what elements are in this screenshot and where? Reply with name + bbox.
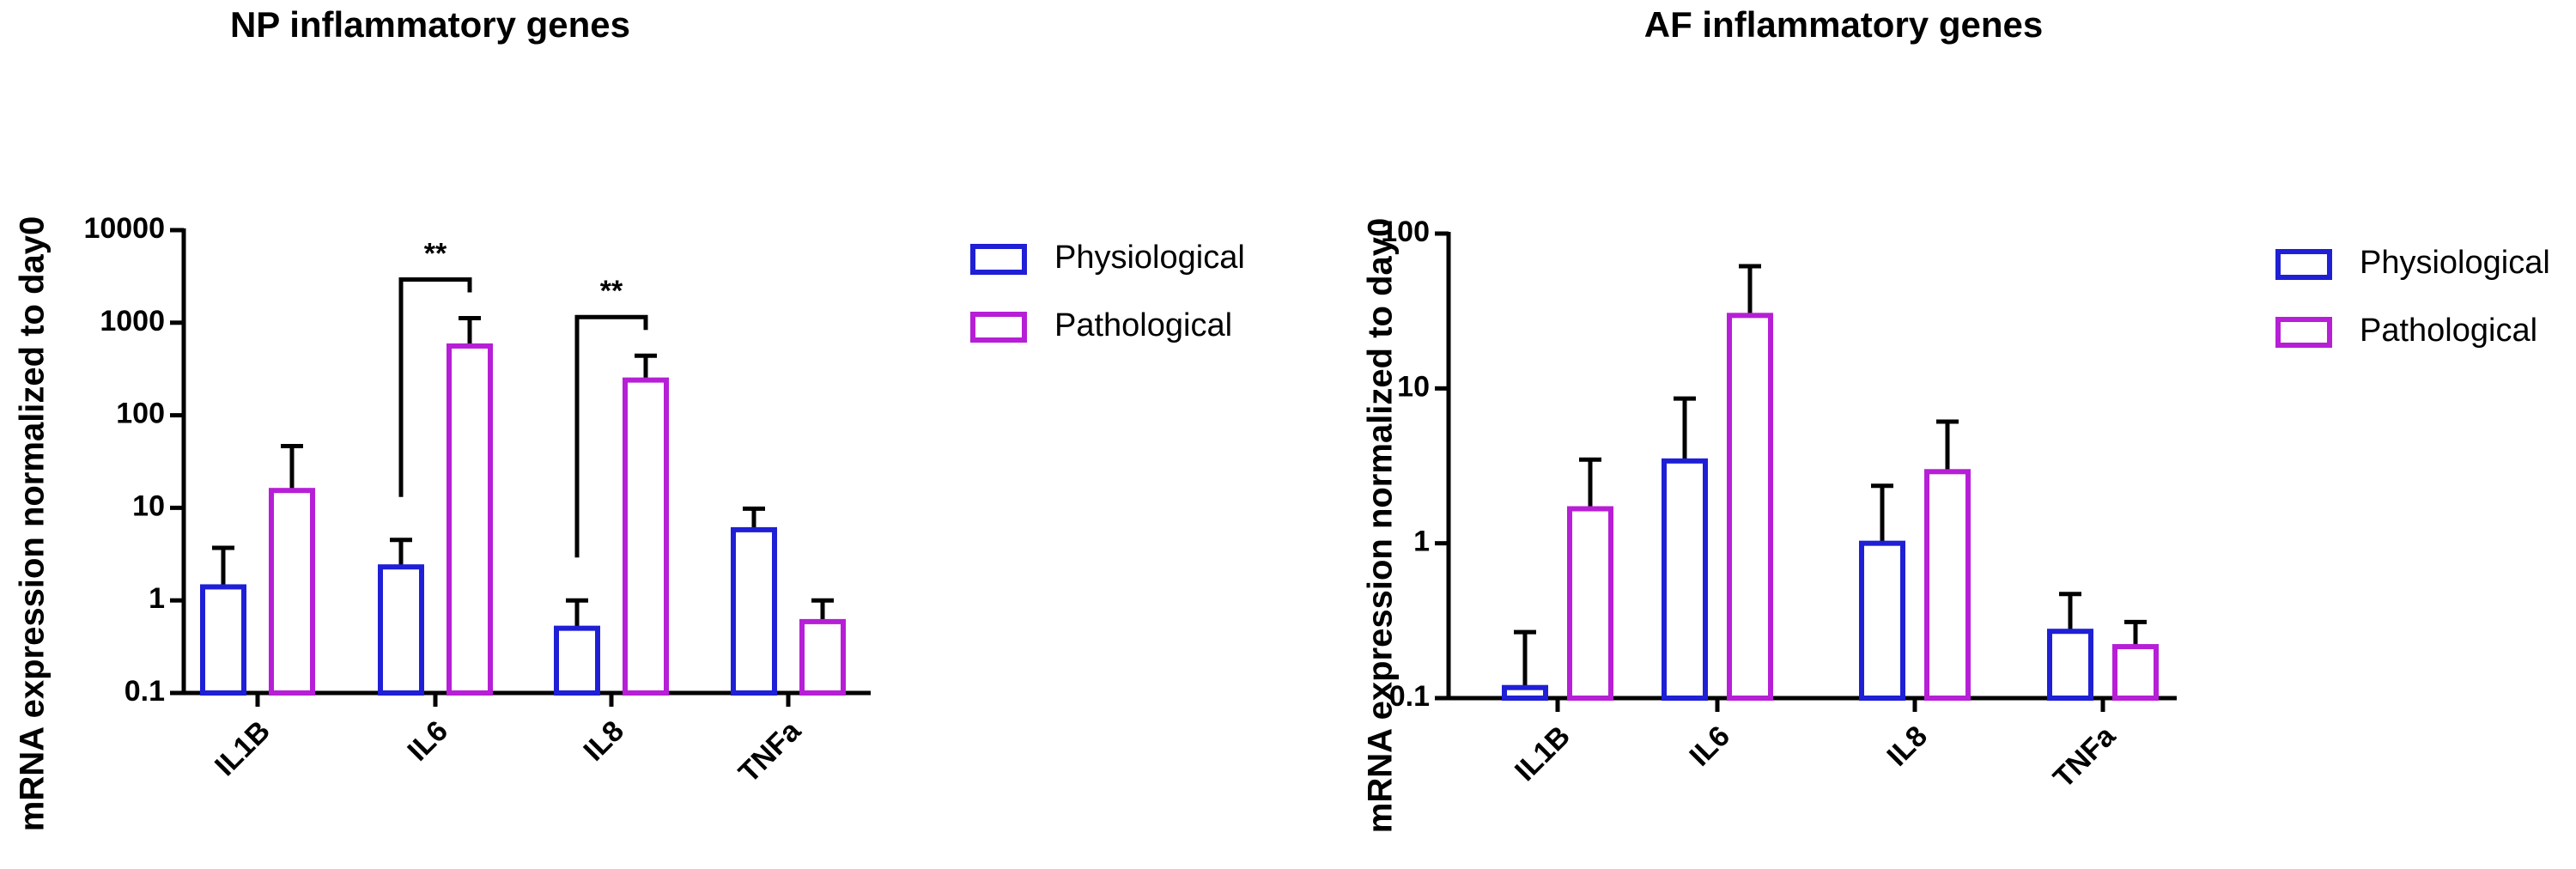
- y-tick-label: 10000: [83, 212, 165, 245]
- x-tick-label: IL8: [577, 714, 630, 768]
- legend-label: Physiological: [2360, 245, 2550, 281]
- y-axis-label: mRNA expression normalized to day0: [14, 216, 52, 831]
- legend-label: Pathological: [1054, 307, 1232, 343]
- legend-swatch: [2275, 249, 2332, 280]
- bar: [731, 526, 777, 696]
- significance-label: **: [600, 275, 623, 307]
- x-tick-label: IL6: [401, 714, 454, 768]
- bar: [200, 584, 246, 696]
- x-tick-label: IL8: [1880, 720, 1934, 773]
- bar: [799, 618, 846, 696]
- chart-title: AF inflammatory genes: [1644, 4, 2043, 45]
- significance-bracket: [398, 276, 472, 497]
- significance-label: **: [424, 237, 447, 270]
- bar: [2112, 644, 2159, 702]
- legend-swatch: [2275, 317, 2332, 348]
- bar: [1567, 506, 1613, 702]
- x-tick-label: IL6: [1683, 720, 1736, 773]
- x-tick-label: IL1B: [1509, 720, 1577, 787]
- bar: [623, 377, 669, 696]
- significance-bracket: [574, 314, 648, 558]
- y-tick-label: 100: [1381, 216, 1430, 248]
- y-axis-label: mRNA expression normalized to day0: [1362, 218, 1400, 833]
- legend-label: Physiological: [1054, 240, 1245, 276]
- x-tick-label: IL1B: [209, 714, 276, 782]
- bar: [1502, 684, 1548, 701]
- y-tick-label: 100: [116, 398, 165, 430]
- bar: [554, 625, 600, 696]
- y-tick-label: 10: [1397, 370, 1430, 403]
- y-tick-label: 1: [149, 582, 165, 615]
- legend-swatch: [970, 244, 1027, 275]
- x-tick-label: TNFa: [732, 714, 808, 789]
- bar: [1727, 313, 1773, 701]
- bar: [378, 564, 424, 696]
- legend-label: Pathological: [2360, 313, 2537, 349]
- bar: [1924, 469, 1971, 701]
- y-tick-label: 0.1: [125, 675, 165, 708]
- bar: [2047, 629, 2093, 702]
- bar: [1859, 540, 1905, 702]
- bar: [447, 343, 493, 696]
- y-tick-label: 10: [132, 489, 165, 522]
- bar: [269, 488, 315, 696]
- bar: [1662, 458, 1708, 701]
- x-tick-label: TNFa: [2047, 719, 2123, 794]
- legend-swatch: [970, 312, 1027, 343]
- y-tick-label: 1: [1413, 526, 1430, 558]
- chart-title: NP inflammatory genes: [230, 4, 630, 45]
- y-tick-label: 1000: [100, 305, 165, 337]
- y-tick-label: 0.1: [1389, 680, 1430, 713]
